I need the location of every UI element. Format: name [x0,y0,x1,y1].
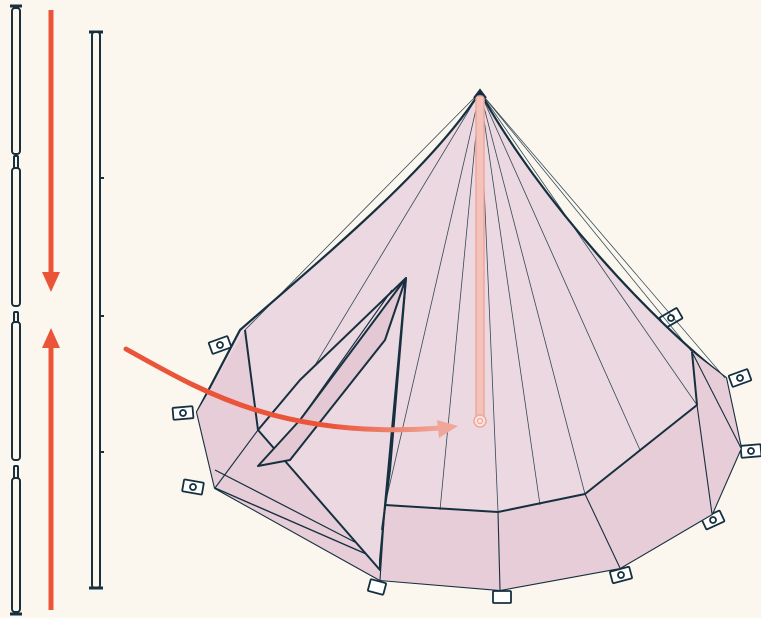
tent-wall-band [197,330,741,590]
pole-sections-icon [10,4,22,616]
assembled-pole-icon [89,30,104,590]
bell-tent-icon [171,88,761,604]
arrow-down-icon [42,10,60,292]
arrow-up-icon [42,328,60,610]
center-pole [473,95,487,428]
curved-arrow-icon [123,346,458,438]
ground-pegs [171,282,761,604]
